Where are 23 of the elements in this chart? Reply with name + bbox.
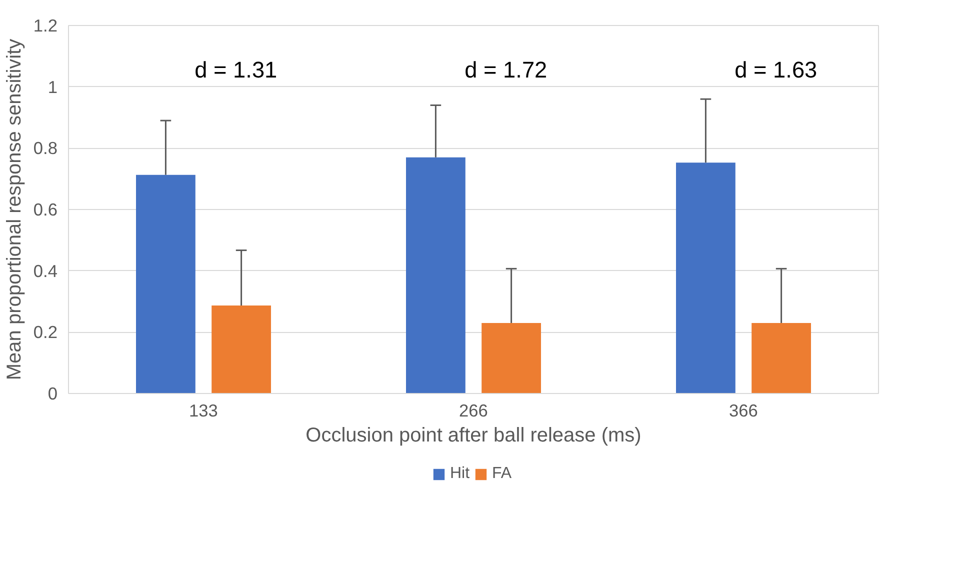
y-tick-label: 0.4 [33, 260, 58, 281]
y-axis-title: Mean proportional response sensitivity [3, 38, 26, 380]
y-tick-label: 0.8 [33, 138, 58, 158]
annotation: d = 1.31 [194, 56, 278, 83]
bar [406, 157, 466, 394]
legend-label: Hit [450, 465, 470, 483]
y-tick-label: 0.2 [33, 322, 58, 342]
y-tick-label: 1.2 [33, 16, 58, 36]
x-tick-label: 266 [459, 400, 488, 420]
bar [212, 305, 271, 394]
x-tick-label: 133 [189, 400, 218, 420]
bar [136, 174, 196, 394]
y-tick-label: 0 [48, 384, 58, 404]
y-tick-label: 0.6 [33, 200, 58, 220]
bar [676, 162, 736, 394]
bar [752, 322, 811, 394]
bar [482, 322, 541, 394]
y-tick-label: 1 [48, 76, 58, 97]
x-axis-title: Occlusion point after ball release (ms) [306, 424, 642, 446]
legend-label: FA [492, 465, 512, 483]
annotation: d = 1.72 [464, 56, 548, 83]
x-tick-label: 366 [729, 400, 758, 420]
annotation: d = 1.63 [734, 56, 818, 83]
